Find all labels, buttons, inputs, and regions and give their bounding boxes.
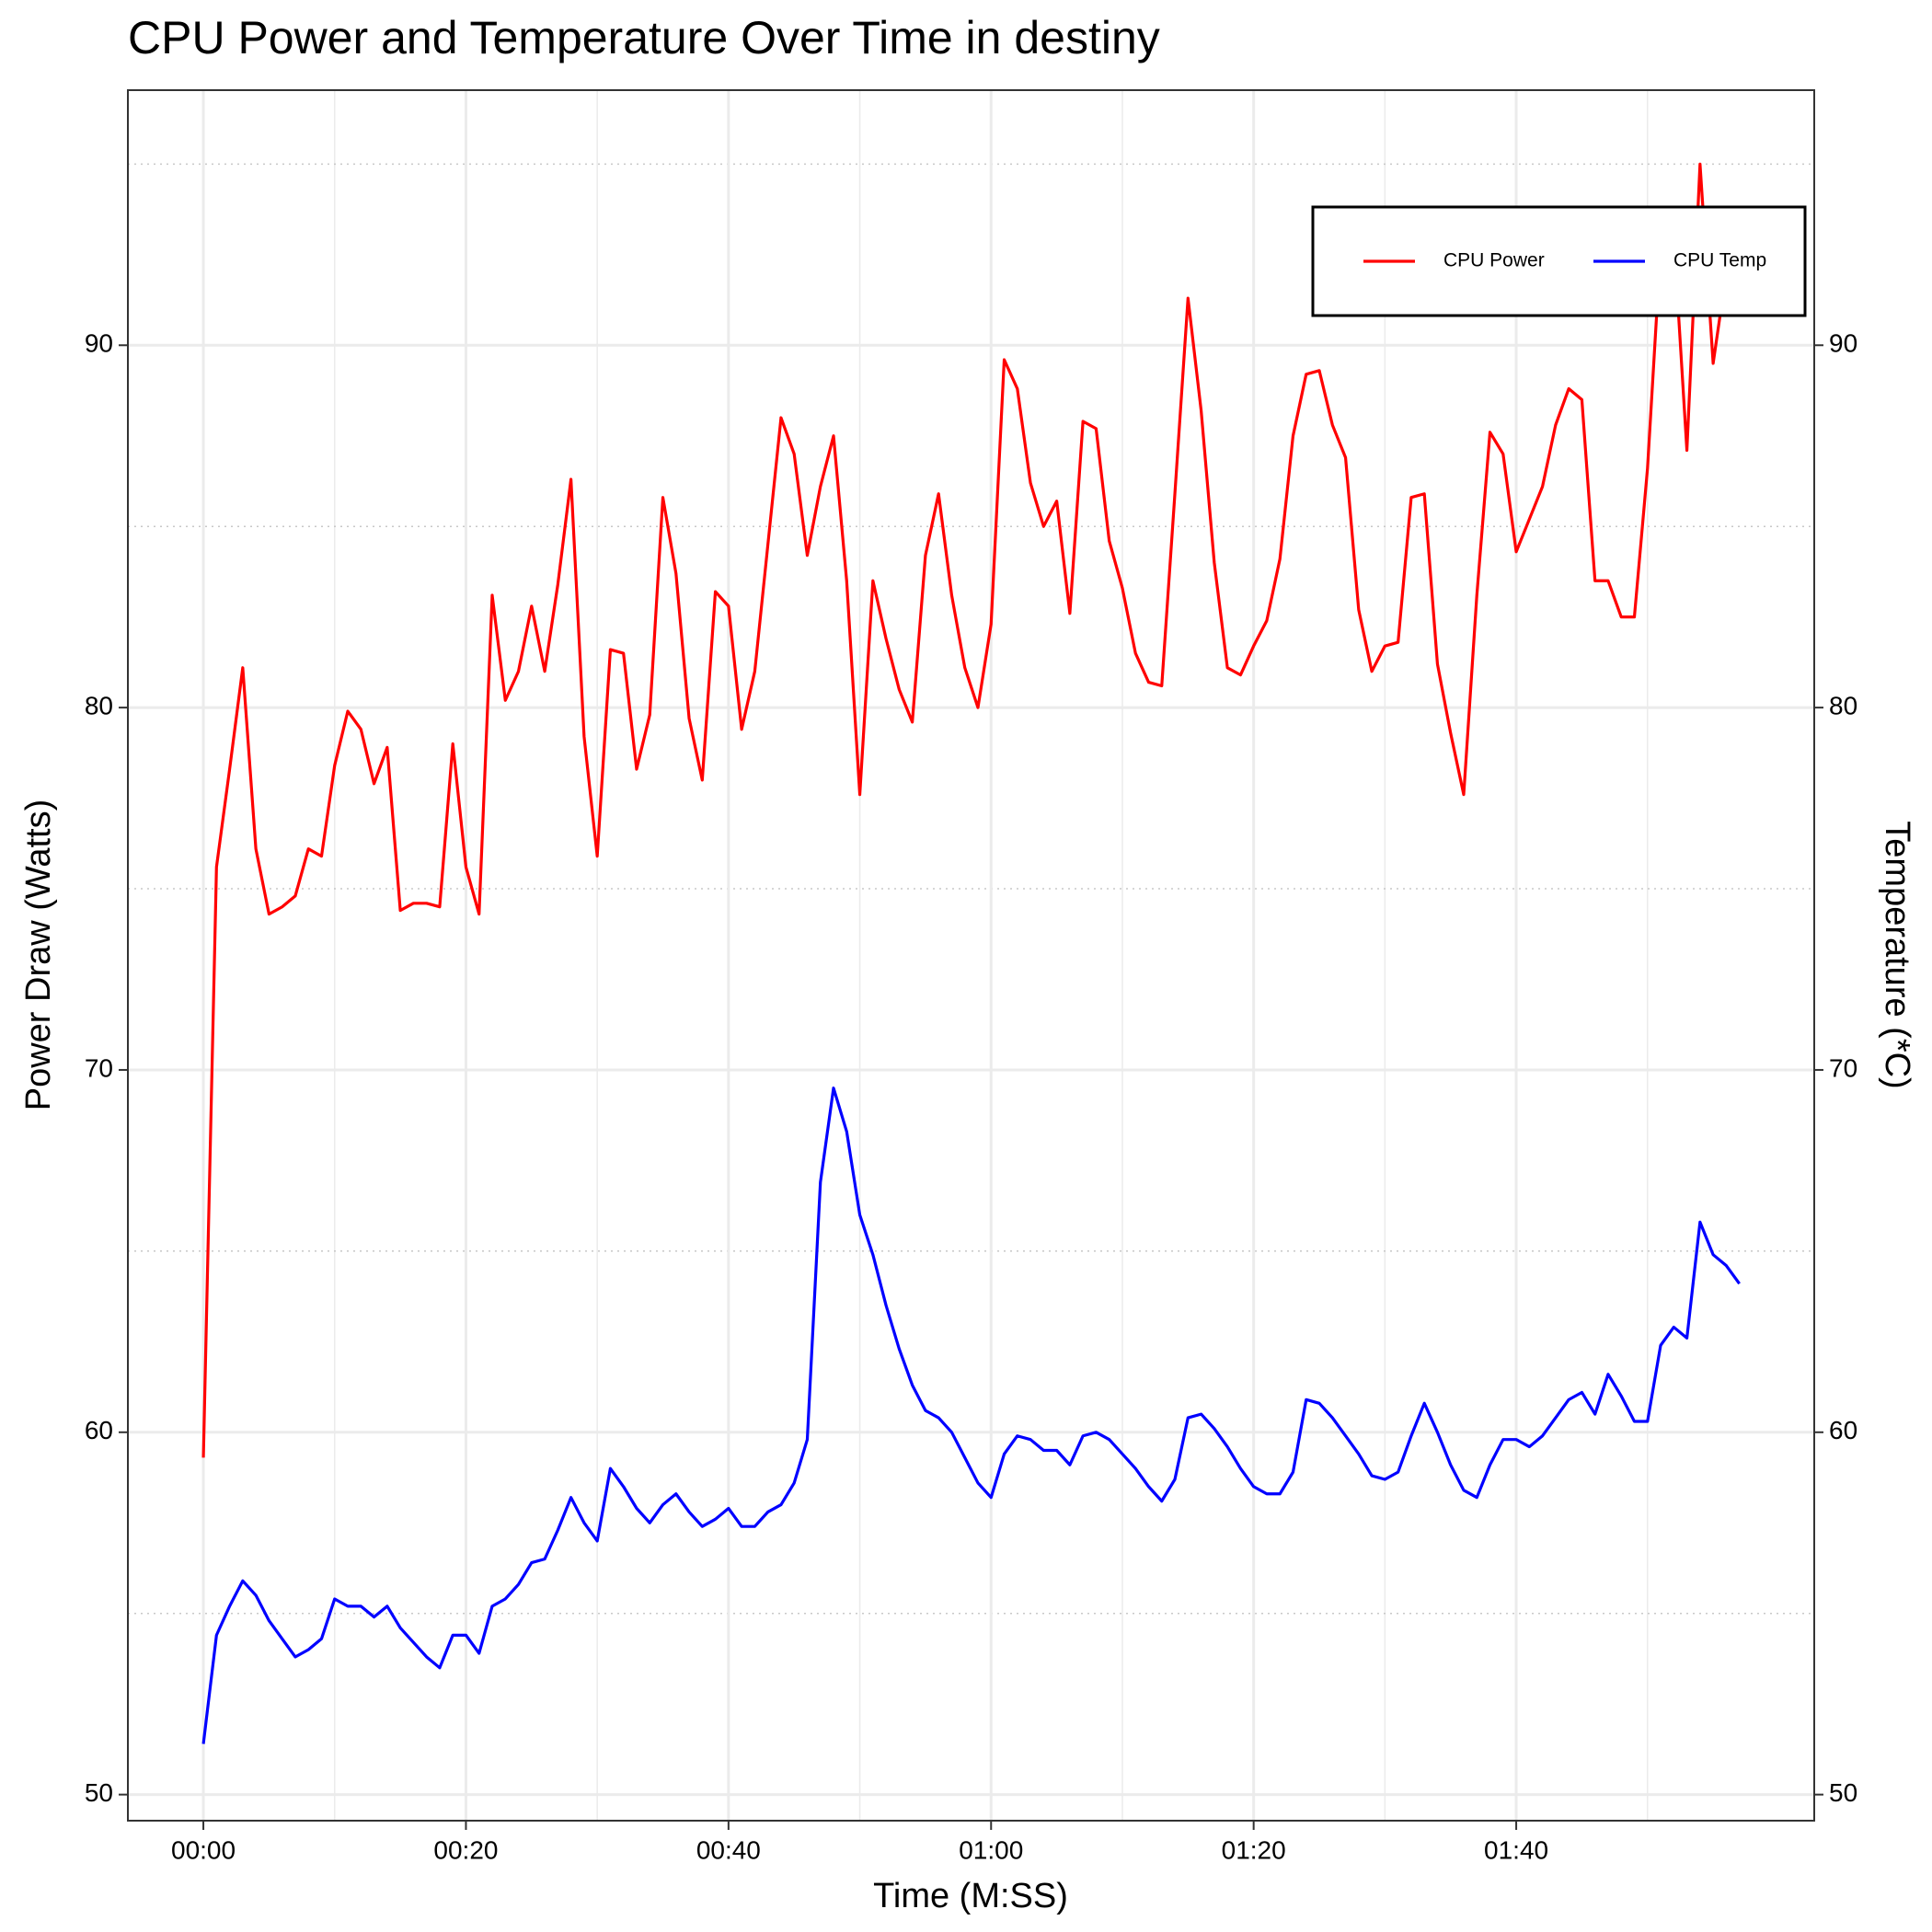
y-tick-label: 80 — [85, 692, 113, 720]
legend-label: CPU Power — [1443, 250, 1545, 271]
y2-tick-label: 80 — [1829, 692, 1857, 720]
y2-axis-label: Temperature (*C) — [1878, 821, 1916, 1088]
legend-box — [1311, 205, 1807, 317]
y2-tick-label: 90 — [1829, 329, 1857, 358]
chart-title: CPU Power and Temperature Over Time in d… — [128, 12, 1160, 63]
plot-border — [127, 89, 1815, 1822]
series-line — [201, 162, 1741, 1458]
y-tick-label: 90 — [85, 329, 113, 358]
y2-tick-label: 60 — [1829, 1416, 1857, 1444]
x-tick-label: 01:00 — [959, 1835, 1023, 1864]
series-line — [201, 1087, 1741, 1744]
y2-tick-label: 70 — [1829, 1053, 1857, 1082]
x-tick-label: 00:00 — [171, 1835, 236, 1864]
x-axis-label: Time (M:SS) — [873, 1877, 1068, 1915]
x-tick-label: 00:20 — [433, 1835, 498, 1864]
legend-label: CPU Temp — [1673, 250, 1766, 271]
y2-tick-label: 50 — [1829, 1778, 1857, 1807]
x-tick-label: 01:20 — [1222, 1835, 1286, 1864]
x-tick-label: 00:40 — [696, 1835, 761, 1864]
y-tick-label: 60 — [85, 1416, 113, 1444]
x-tick-label: 01:40 — [1484, 1835, 1548, 1864]
y-tick-label: 50 — [85, 1778, 113, 1807]
legend: CPU Power CPU Temp — [1311, 205, 1807, 317]
y-axis-label: Power Draw (Watts) — [19, 799, 58, 1111]
y-tick-label: 70 — [85, 1053, 113, 1082]
